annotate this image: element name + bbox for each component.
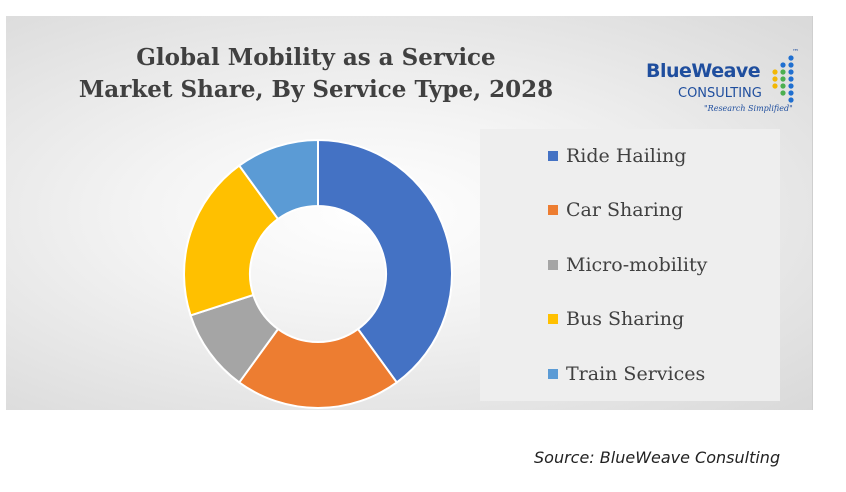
legend-item-train-services: Train Services	[548, 363, 705, 385]
donut-slice-bus-sharing	[183, 164, 280, 317]
logo-dot	[780, 62, 786, 68]
logo-dots-icon: ™	[772, 48, 799, 103]
logo-dot	[780, 69, 786, 75]
logo-dot	[772, 83, 778, 89]
logo-dot	[772, 76, 778, 82]
chart-title-line-1: Global Mobility as a Service	[136, 44, 496, 71]
logo-dot	[780, 83, 786, 89]
legend-item-car-sharing: Car Sharing	[548, 199, 683, 221]
logo-tagline: "Research Simplified"	[704, 104, 793, 113]
legend-item-micro-mobility: Micro-mobility	[548, 254, 707, 276]
chart-legend: Ride Hailing Car Sharing Micro-mobility …	[480, 129, 780, 401]
logo-dot	[788, 55, 794, 61]
logo-subtitle: CONSULTING	[678, 86, 762, 101]
logo-dot	[788, 69, 794, 75]
donut-chart	[183, 138, 453, 409]
legend-label: Car Sharing	[566, 199, 684, 221]
logo-name: BlueWeave	[646, 60, 761, 82]
logo-dot	[780, 90, 786, 96]
legend-swatch	[548, 151, 558, 161]
legend-label: Ride Hailing	[566, 145, 687, 167]
logo-dot	[780, 76, 786, 82]
donut-slice-ride-hailing	[317, 138, 453, 384]
legend-swatch	[548, 260, 558, 270]
logo-dot	[788, 76, 794, 82]
legend-swatch	[548, 205, 558, 215]
logo-dot	[788, 62, 794, 68]
chart-panel: Global Mobility as a Service Market Shar…	[6, 16, 813, 410]
chart-title: Global Mobility as a Service Market Shar…	[36, 42, 596, 106]
legend-swatch	[548, 314, 558, 324]
logo-trademark: ™	[792, 48, 799, 56]
legend-item-ride-hailing: Ride Hailing	[548, 145, 686, 167]
logo-dot	[772, 69, 778, 75]
logo-dot	[788, 90, 794, 96]
donut-slice-car-sharing	[237, 327, 399, 409]
legend-label: Bus Sharing	[566, 308, 685, 330]
legend-label: Micro-mobility	[566, 254, 708, 276]
legend-item-bus-sharing: Bus Sharing	[548, 308, 684, 330]
logo-dot	[788, 83, 794, 89]
legend-swatch	[548, 369, 558, 379]
legend-label: Train Services	[566, 363, 706, 385]
donut-slice-train-services	[237, 138, 319, 221]
logo-dot	[788, 97, 794, 103]
bluewave-logo: BlueWeave CONSULTING "Research Simplifie…	[646, 34, 816, 124]
chart-title-line-2: Market Share, By Service Type, 2028	[78, 76, 554, 103]
source-note: Source: BlueWeave Consulting	[534, 448, 781, 467]
